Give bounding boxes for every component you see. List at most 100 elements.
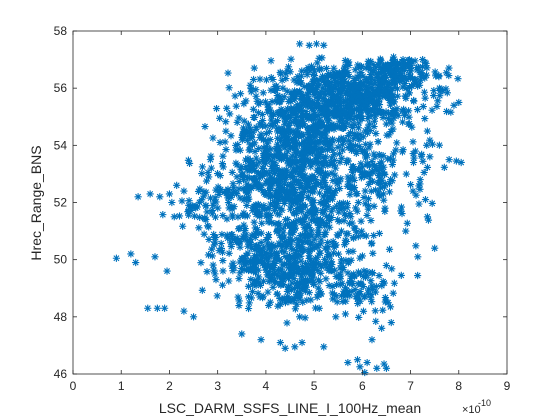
data-point <box>452 157 460 165</box>
data-point <box>266 173 274 181</box>
data-point <box>354 61 362 69</box>
data-point <box>305 289 313 297</box>
data-point <box>239 184 247 193</box>
data-point <box>206 194 215 202</box>
data-point <box>442 107 451 116</box>
data-point <box>287 230 295 238</box>
data-point <box>388 93 396 102</box>
data-point <box>364 108 372 116</box>
data-point <box>281 110 289 118</box>
data-point <box>324 238 332 247</box>
data-point <box>279 196 287 204</box>
data-point <box>270 158 278 167</box>
data-point <box>370 108 379 117</box>
data-point <box>430 91 438 100</box>
data-point <box>369 249 377 257</box>
data-point <box>371 307 379 315</box>
data-point <box>322 132 330 140</box>
data-point <box>261 98 270 106</box>
data-point <box>335 217 343 226</box>
data-point <box>277 265 285 273</box>
data-point <box>219 267 227 275</box>
data-point <box>399 83 407 91</box>
data-point <box>356 290 364 298</box>
data-point <box>347 121 355 129</box>
data-point <box>342 90 350 98</box>
data-point <box>245 299 253 307</box>
data-point <box>399 63 407 71</box>
data-point <box>272 161 280 170</box>
data-point <box>324 242 332 251</box>
data-point <box>434 97 442 105</box>
data-point <box>293 300 301 308</box>
data-point <box>289 245 297 254</box>
data-point <box>290 284 298 293</box>
data-point <box>385 180 394 188</box>
data-point <box>306 248 314 256</box>
data-point <box>146 190 154 198</box>
data-point <box>354 299 362 308</box>
data-point <box>370 117 379 125</box>
data-point <box>291 136 299 144</box>
data-point <box>355 313 363 321</box>
data-point <box>303 263 311 271</box>
data-point <box>207 164 215 172</box>
data-point <box>294 279 302 287</box>
data-point <box>298 109 306 117</box>
data-point <box>329 237 337 246</box>
data-point <box>293 216 301 224</box>
data-point <box>289 127 297 135</box>
data-point <box>254 169 262 177</box>
data-point <box>278 188 286 196</box>
data-point <box>402 227 410 235</box>
data-point <box>253 161 261 169</box>
data-point <box>401 72 409 81</box>
data-point <box>308 227 316 235</box>
data-point <box>328 120 336 128</box>
data-point <box>284 264 292 272</box>
data-point <box>426 153 434 161</box>
data-point <box>334 231 342 240</box>
data-point <box>304 88 312 96</box>
data-point <box>262 266 270 274</box>
data-point <box>380 163 388 171</box>
data-point <box>283 105 292 113</box>
data-point <box>328 169 336 177</box>
data-point <box>402 94 410 102</box>
data-point <box>370 202 378 210</box>
data-point <box>255 247 263 255</box>
data-point <box>184 156 193 164</box>
x-axis-label: LSC_DARM_SSFS_LINE_I_100Hz_mean <box>159 400 421 416</box>
data-point <box>290 210 298 218</box>
data-point <box>297 140 305 149</box>
data-point <box>261 160 270 168</box>
data-point <box>387 71 395 79</box>
data-point <box>246 81 254 89</box>
data-point <box>290 185 299 193</box>
data-point <box>295 236 303 244</box>
data-point <box>326 70 334 78</box>
data-point <box>198 286 206 294</box>
data-point <box>238 172 247 180</box>
data-point <box>359 102 368 110</box>
data-point <box>275 239 283 247</box>
data-point <box>350 272 358 280</box>
data-point <box>242 97 250 105</box>
data-point <box>303 114 311 122</box>
data-point <box>341 62 349 70</box>
data-point <box>189 202 197 210</box>
data-point <box>239 124 248 132</box>
data-point <box>299 246 308 254</box>
data-point <box>402 75 411 84</box>
data-point <box>380 196 388 204</box>
data-point <box>246 128 254 137</box>
data-point <box>325 108 334 117</box>
data-point <box>254 277 262 285</box>
data-point <box>258 219 266 227</box>
data-point <box>269 122 277 130</box>
data-point <box>295 206 303 214</box>
data-point <box>377 161 385 169</box>
data-point <box>251 224 259 232</box>
data-point <box>335 150 344 158</box>
data-point <box>368 336 376 344</box>
